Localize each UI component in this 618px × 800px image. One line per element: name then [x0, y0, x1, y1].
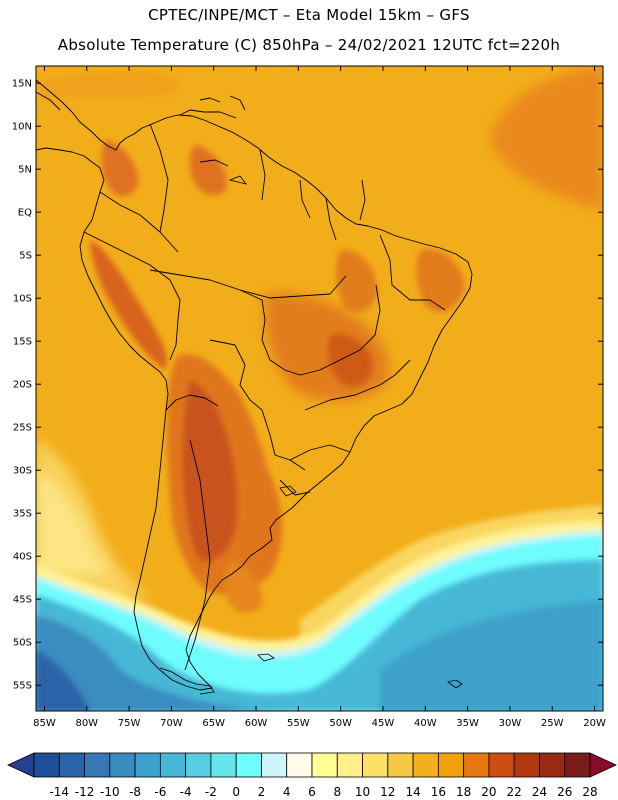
colorbar-label: 16: [431, 785, 446, 799]
colorbar-swatch: [210, 752, 237, 778]
colorbar-label: 24: [532, 785, 547, 799]
lat-tick-label: EQ: [18, 208, 32, 219]
lon-tick-label: 55W: [287, 718, 310, 729]
lat-tick-label: 55S: [13, 681, 32, 692]
map-title-line2: Absolute Temperature (C) 850hPa – 24/02/…: [57, 36, 561, 54]
colorbar-label: -2: [205, 785, 217, 799]
coastline-and-borders: [36, 79, 473, 691]
colorbar-swatch: [564, 752, 591, 778]
lat-tick-label: 35S: [13, 509, 32, 520]
colorbar-swatch: [185, 752, 212, 778]
temperature-field: [36, 66, 603, 711]
lat-tick-label: 10S: [13, 294, 32, 305]
lat-tick-label: 10N: [12, 122, 32, 133]
colorbar-label: 22: [507, 785, 522, 799]
lat-tick-label: 30S: [13, 466, 32, 477]
colorbar-label: -6: [154, 785, 166, 799]
colorbar-swatch: [109, 752, 136, 778]
lat-tick-label: 20S: [13, 380, 32, 391]
colorbar-swatch: [437, 752, 465, 778]
lat-tick-label: 15N: [12, 79, 32, 90]
lat-tick-label: 25S: [13, 423, 32, 434]
map-title-line1: CPTEC/INPE/MCT – Eta Model 15km – GFS: [148, 6, 470, 24]
colorbar-label: 14: [405, 785, 420, 799]
colorbar-swatch: [286, 752, 313, 778]
lon-tick-label: 85W: [33, 718, 56, 729]
colorbar: -14 -12 -10 -8 -6 -4 -2 0 2 4 6 8 10 12 14 16 18 20 22 24 26…: [7, 752, 617, 799]
lat-tick-label: 5S: [19, 251, 32, 262]
colorbar-swatch: [261, 752, 288, 778]
colorbar-swatch: [58, 752, 85, 778]
colorbar-low-arrow: [7, 752, 35, 778]
lon-tick-label: 60W: [245, 718, 268, 729]
lat-tick-label: 5N: [18, 165, 32, 176]
colorbar-label: 8: [333, 785, 341, 799]
lon-tick-label: 25W: [541, 718, 564, 729]
lon-tick-label: 50W: [329, 718, 352, 729]
colorbar-swatch: [539, 752, 566, 778]
colorbar-label: 12: [380, 785, 395, 799]
colorbar-swatch: [412, 752, 439, 778]
colorbar-label: -10: [100, 785, 120, 799]
lon-tick-label: 80W: [75, 718, 98, 729]
colorbar-swatch: [513, 752, 540, 778]
colorbar-swatch: [336, 752, 363, 778]
lon-tick-label: 40W: [414, 718, 437, 729]
colorbar-swatch: [463, 752, 490, 778]
lon-tick-label: 75W: [118, 718, 141, 729]
plot-frame: [35, 65, 604, 712]
lat-tick-label: 40S: [13, 552, 32, 563]
colorbar-label: -8: [129, 785, 141, 799]
colorbar-label: -14: [49, 785, 69, 799]
lat-tick-label: 15S: [13, 337, 32, 348]
colorbar-label: -12: [75, 785, 95, 799]
colorbar-label: 2: [258, 785, 266, 799]
colorbar-label: 0: [232, 785, 240, 799]
lon-tick-label: 35W: [456, 718, 479, 729]
longitude-axis: 85W 80W 75W 70W 65W 60W 55W 50W 45W 40W 35W 30W 25W 2…: [33, 66, 606, 729]
colorbar-swatch: [311, 752, 338, 778]
colorbar-swatch: [33, 752, 60, 778]
colorbar-label: 4: [283, 785, 291, 799]
latitude-axis: 15N 10N 5N EQ 5S 10S 15S 20S 25S 30S 35S 40S 45S 50S 5…: [12, 79, 603, 692]
colorbar-high-arrow: [589, 752, 617, 778]
lon-tick-label: 65W: [202, 718, 225, 729]
colorbar-swatch: [84, 752, 111, 778]
colorbar-swatch: [159, 752, 187, 778]
colorbar-label: 18: [456, 785, 471, 799]
lon-tick-label: 20W: [583, 718, 606, 729]
colorbar-label: 10: [355, 785, 370, 799]
colorbar-label: 28: [582, 785, 597, 799]
colorbar-label: -4: [180, 785, 192, 799]
lon-tick-label: 70W: [160, 718, 183, 729]
lon-tick-label: 45W: [372, 718, 395, 729]
colorbar-swatch: [488, 752, 515, 778]
lat-tick-label: 45S: [13, 595, 32, 606]
colorbar-label: 26: [557, 785, 572, 799]
colorbar-label: 6: [308, 785, 316, 799]
colorbar-swatch: [134, 752, 161, 778]
lon-tick-label: 30W: [499, 718, 522, 729]
islands: [159, 175, 463, 695]
colorbar-label: 20: [481, 785, 496, 799]
colorbar-swatch: [362, 752, 389, 778]
lat-tick-label: 50S: [13, 638, 32, 649]
colorbar-swatch: [387, 752, 414, 778]
colorbar-swatch: [235, 752, 262, 778]
